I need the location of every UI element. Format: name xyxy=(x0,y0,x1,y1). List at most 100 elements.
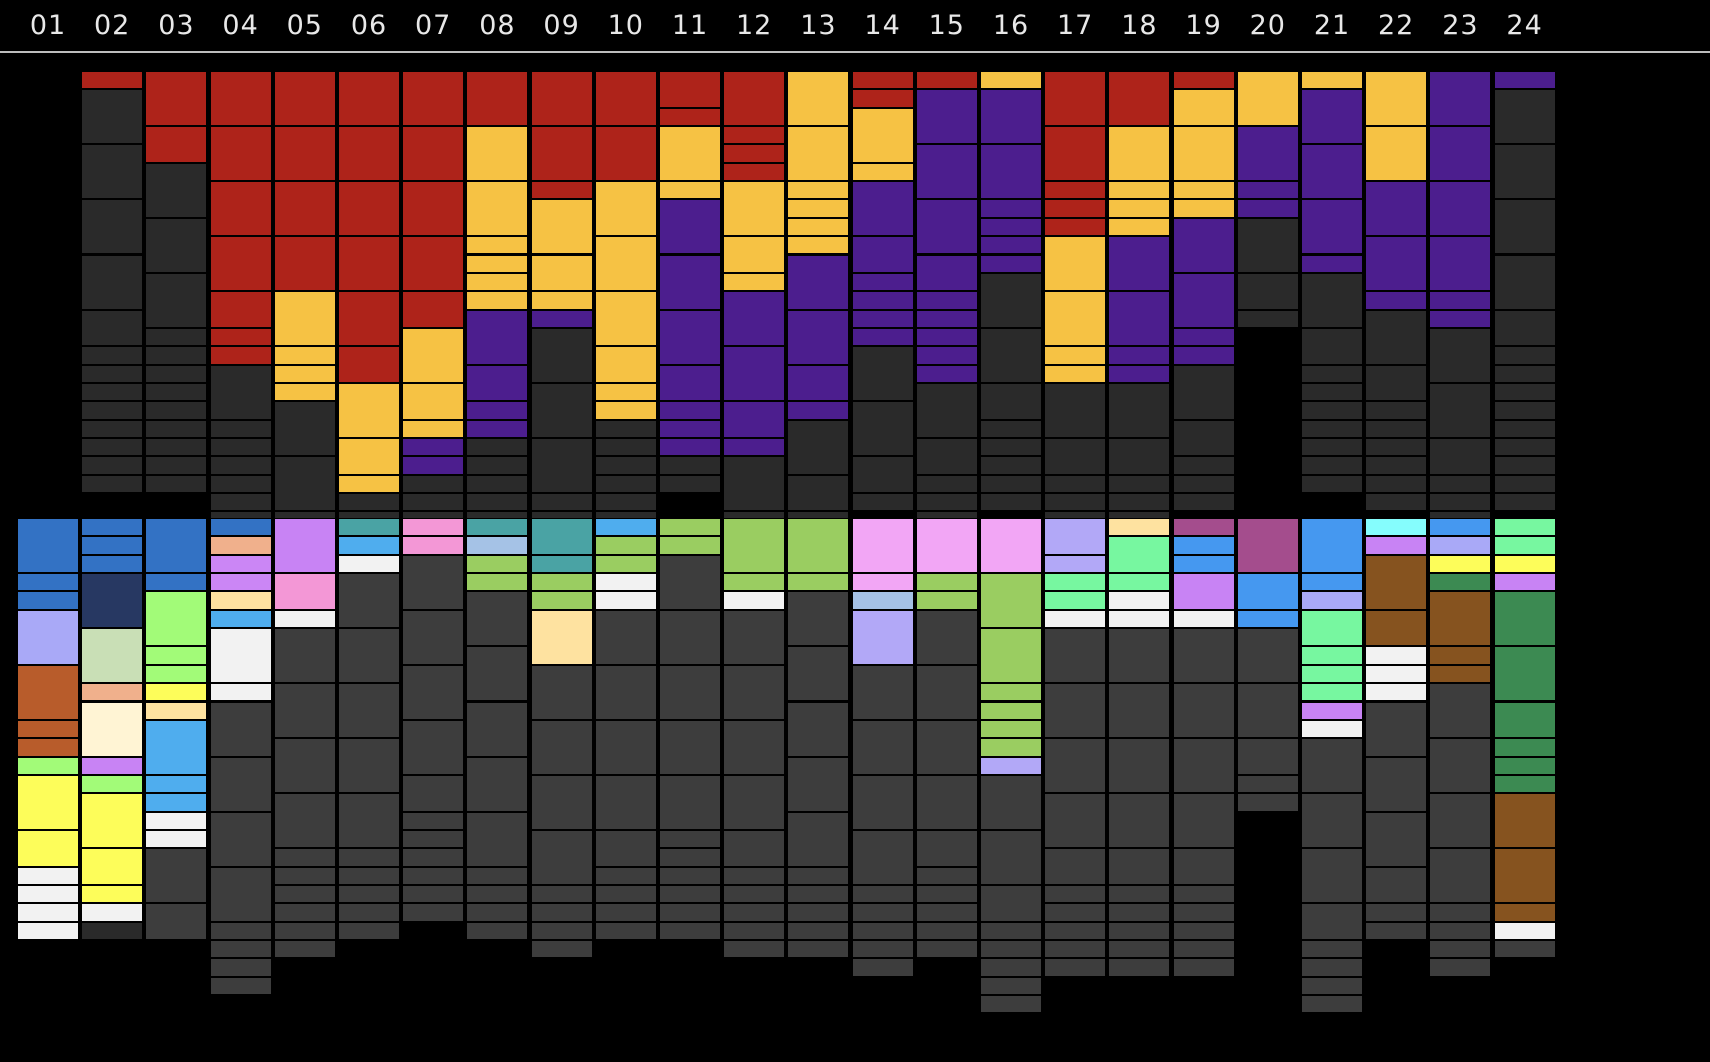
bottom-column-05 xyxy=(274,518,335,959)
bottom-block xyxy=(595,774,656,830)
top-block xyxy=(788,71,849,127)
top-block xyxy=(1494,309,1555,347)
top-block xyxy=(1494,254,1555,310)
top-block xyxy=(595,181,656,237)
bottom-block xyxy=(467,756,528,812)
bottom-block xyxy=(1173,958,1234,977)
bottom-block xyxy=(82,848,143,885)
column-label-23: 23 xyxy=(1442,10,1479,41)
top-block xyxy=(210,456,271,475)
top-block xyxy=(595,236,656,292)
top-block xyxy=(1109,126,1170,182)
bottom-block xyxy=(1366,646,1427,665)
bottom-block xyxy=(82,628,143,684)
top-block xyxy=(1045,346,1106,365)
bottom-block xyxy=(1494,848,1555,904)
top-block xyxy=(82,438,143,457)
top-block xyxy=(403,71,464,127)
top-block xyxy=(595,493,656,512)
top-block xyxy=(1302,382,1362,402)
bottom-block xyxy=(18,866,78,885)
bottom-block xyxy=(1494,591,1555,647)
bottom-block xyxy=(1109,609,1170,629)
top-block xyxy=(788,419,849,475)
top-column-04 xyxy=(210,71,271,567)
top-block xyxy=(1366,493,1427,512)
bottom-block xyxy=(1302,995,1362,1014)
bottom-block xyxy=(1045,793,1106,849)
top-block xyxy=(274,382,335,402)
bottom-block xyxy=(1109,940,1170,959)
bottom-block xyxy=(916,774,977,830)
top-block xyxy=(403,291,464,328)
bottom-block xyxy=(82,536,143,555)
column-label-01: 01 xyxy=(29,10,67,41)
bottom-block xyxy=(467,554,528,574)
bottom-block xyxy=(210,518,271,537)
column-label-22: 22 xyxy=(1378,10,1415,41)
top-block xyxy=(82,309,143,347)
bottom-block xyxy=(531,903,592,922)
top-block xyxy=(82,346,143,365)
top-column-05 xyxy=(274,71,335,549)
bottom-block xyxy=(82,756,143,775)
top-block xyxy=(274,364,335,383)
bottom-block xyxy=(18,518,78,574)
top-block xyxy=(1109,291,1170,347)
top-block xyxy=(82,474,143,494)
top-block xyxy=(274,401,335,457)
bottom-block xyxy=(916,921,977,941)
bottom-block xyxy=(852,518,913,574)
top-block xyxy=(916,438,977,475)
bottom-block xyxy=(595,885,656,904)
top-block xyxy=(1430,309,1491,328)
top-block xyxy=(788,401,849,420)
bottom-block xyxy=(595,554,656,574)
bottom-block xyxy=(1494,646,1555,702)
top-block xyxy=(981,217,1041,237)
bottom-block xyxy=(82,573,143,629)
top-block xyxy=(531,327,592,383)
top-block xyxy=(1302,89,1362,145)
bottom-block xyxy=(1430,536,1491,555)
top-block xyxy=(595,71,656,127)
bottom-block xyxy=(981,518,1041,574)
bottom-block xyxy=(724,719,785,775)
bottom-block xyxy=(724,591,785,610)
top-block xyxy=(403,382,464,420)
bottom-block xyxy=(1366,609,1427,647)
top-block xyxy=(146,364,207,383)
top-block xyxy=(852,181,913,237)
top-block xyxy=(981,71,1041,90)
bottom-block xyxy=(1302,683,1362,702)
top-block xyxy=(339,71,399,127)
top-block xyxy=(403,474,464,494)
bottom-block xyxy=(210,609,271,629)
top-block xyxy=(660,71,720,108)
bottom-block xyxy=(1173,738,1234,794)
top-block xyxy=(981,236,1041,255)
top-column-10 xyxy=(595,71,656,549)
bottom-block xyxy=(18,829,78,867)
top-block xyxy=(1430,493,1491,512)
bottom-block xyxy=(660,866,720,885)
top-block xyxy=(724,272,785,292)
top-block xyxy=(1494,438,1555,457)
bottom-block xyxy=(1494,774,1555,794)
bottom-block xyxy=(339,848,399,867)
bottom-block xyxy=(788,756,849,812)
top-block xyxy=(981,272,1041,328)
top-block xyxy=(1173,327,1234,347)
column-label-08: 08 xyxy=(479,10,516,41)
bottom-block xyxy=(1494,536,1555,555)
bottom-block xyxy=(724,829,785,867)
bottom-block xyxy=(1494,554,1555,574)
top-block xyxy=(210,181,271,237)
top-block xyxy=(467,474,528,494)
bottom-column-13 xyxy=(788,518,849,959)
top-block xyxy=(916,254,977,292)
top-block xyxy=(146,401,207,420)
bottom-block xyxy=(1237,573,1298,610)
top-block xyxy=(146,438,207,457)
